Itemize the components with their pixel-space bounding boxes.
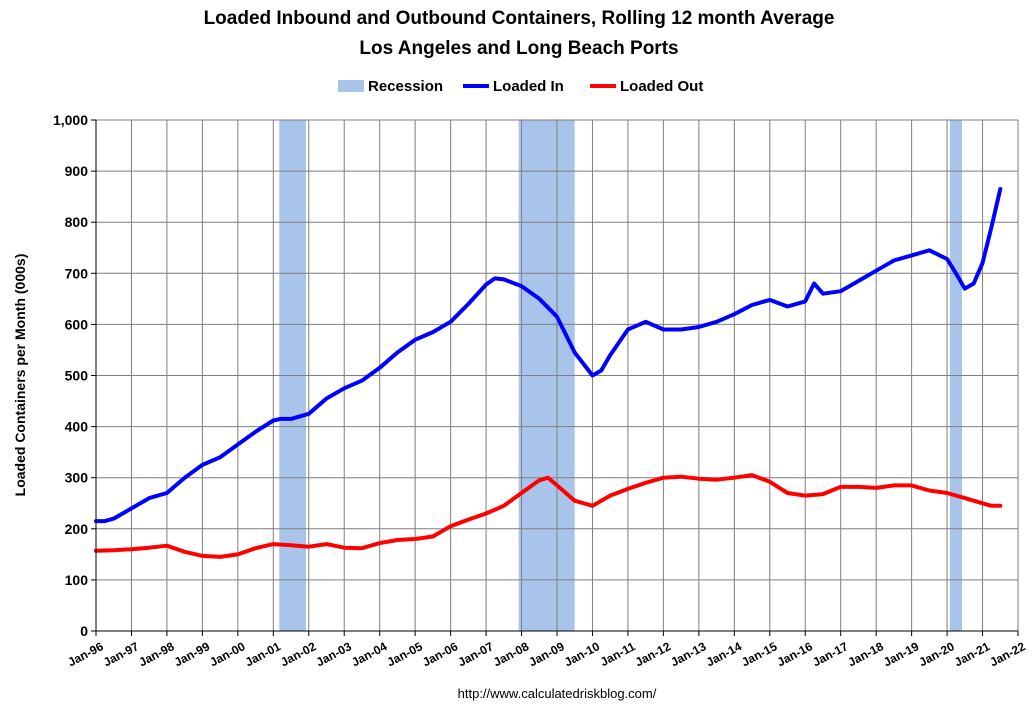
x-tick-label-11: Jan-07 <box>456 639 496 669</box>
y-tick-label-3: 300 <box>65 470 89 486</box>
chart-subtitle: Los Angeles and Long Beach Ports <box>359 38 678 59</box>
y-tick-label-1: 100 <box>65 572 89 588</box>
x-tick-label-12: Jan-08 <box>491 639 531 669</box>
x-tick-label-14: Jan-10 <box>562 639 602 669</box>
x-tick-label-16: Jan-12 <box>633 639 673 669</box>
series-line-loaded-in <box>94 187 1003 524</box>
series-line-loaded-out <box>94 473 1003 559</box>
legend: Recession Loaded In Loaded Out <box>338 78 703 95</box>
x-tick-label-26: Jan-22 <box>987 639 1027 669</box>
x-tick-label-9: Jan-05 <box>385 639 425 669</box>
y-tick-label-6: 600 <box>65 316 89 332</box>
legend-swatch-recession <box>338 80 364 92</box>
x-tick-label-25: Jan-21 <box>952 639 992 669</box>
x-tick-label-23: Jan-19 <box>881 639 921 669</box>
x-tick-label-24: Jan-20 <box>917 639 957 669</box>
x-tick-label-20: Jan-16 <box>775 639 815 669</box>
y-tick-label-5: 500 <box>65 368 89 384</box>
legend-label-recession: Recession <box>368 78 443 95</box>
x-tick-label-7: Jan-03 <box>314 639 354 669</box>
x-tick-label-22: Jan-18 <box>846 639 886 669</box>
y-tick-labels: 0 100 200 300 400 500 600 700 800 900 1,000 <box>53 112 88 639</box>
axes <box>91 119 1019 636</box>
legend-label-loaded-in: Loaded In <box>493 78 564 95</box>
x-tick-label-18: Jan-14 <box>704 639 744 669</box>
x-tick-label-21: Jan-17 <box>810 639 850 669</box>
y-tick-label-9: 900 <box>65 163 89 179</box>
x-tick-label-15: Jan-11 <box>598 639 638 669</box>
x-tick-label-0: Jan-96 <box>65 639 105 669</box>
y-tick-label-8: 800 <box>65 214 89 230</box>
x-tick-label-3: Jan-99 <box>172 639 212 669</box>
legend-label-loaded-out: Loaded Out <box>620 78 703 95</box>
y-tick-label-10: 1,000 <box>53 112 88 128</box>
x-tick-label-5: Jan-01 <box>243 639 283 669</box>
y-tick-label-2: 200 <box>65 521 89 537</box>
y-axis-label: Loaded Containers per Month (000s) <box>12 254 28 497</box>
y-tick-label-4: 400 <box>65 419 89 435</box>
x-tick-label-6: Jan-02 <box>278 639 318 669</box>
x-tick-label-19: Jan-15 <box>739 639 779 669</box>
source-credit: http://www.calculatedriskblog.com/ <box>458 686 657 701</box>
x-tick-label-2: Jan-98 <box>136 639 176 669</box>
x-tick-label-13: Jan-09 <box>526 639 566 669</box>
x-tick-label-10: Jan-06 <box>420 639 460 669</box>
x-tick-label-4: Jan-00 <box>207 639 247 669</box>
chart-title: Loaded Inbound and Outbound Containers, … <box>204 8 835 29</box>
x-tick-label-1: Jan-97 <box>101 639 141 669</box>
series-lines <box>94 187 1003 559</box>
y-tick-label-7: 700 <box>65 265 89 281</box>
y-tick-label-0: 0 <box>80 623 88 639</box>
x-tick-label-17: Jan-13 <box>668 639 708 669</box>
x-tick-labels: Jan-96Jan-97Jan-98Jan-99Jan-00Jan-01Jan-… <box>65 639 1027 669</box>
x-tick-label-8: Jan-04 <box>349 639 389 669</box>
